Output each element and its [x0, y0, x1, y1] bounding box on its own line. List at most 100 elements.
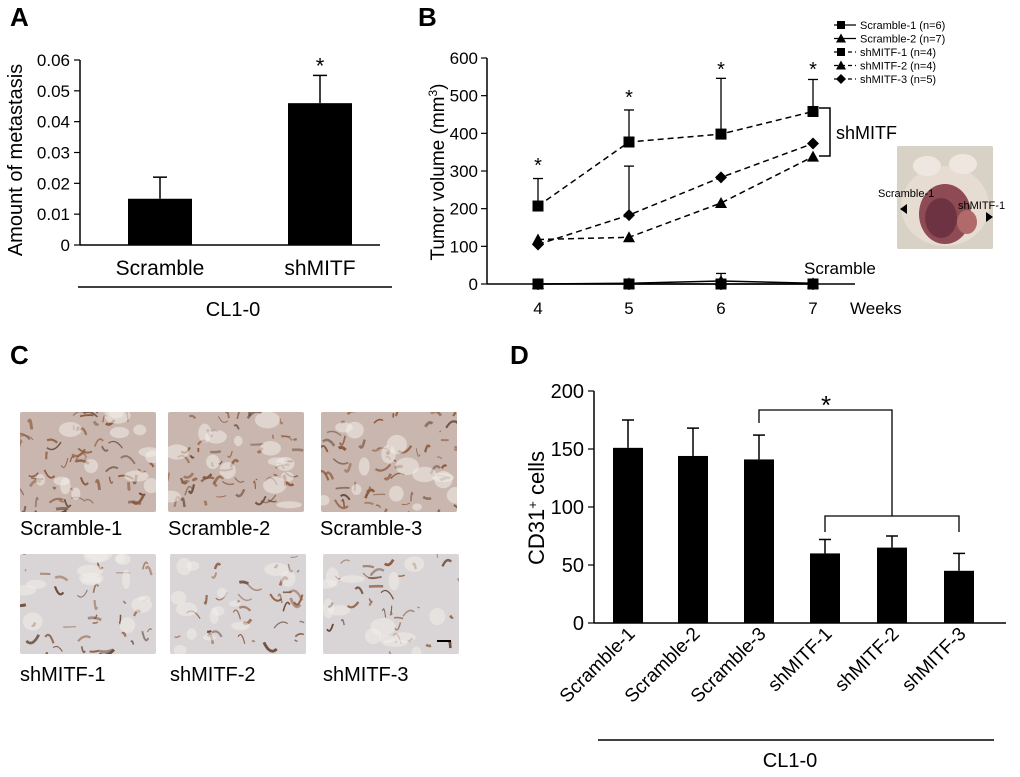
legend-entry: Scramble-1 (n=6) [860, 20, 945, 32]
data-point [532, 238, 544, 251]
y-tick-label: 200 [551, 381, 584, 403]
y-tick-label: 0.01 [37, 205, 70, 224]
panel-letter-a: A [10, 2, 29, 32]
group-label: CL1-0 [206, 299, 260, 321]
panel-letter-d: D [510, 340, 529, 370]
legend-entry: shMITF-3 (n=5) [860, 74, 936, 86]
data-point [715, 171, 727, 184]
significance-star: * [821, 390, 831, 420]
x-tick-label: Scramble [116, 257, 205, 280]
data-point [623, 209, 635, 222]
y-tick-label: 50 [562, 555, 584, 577]
bar [744, 459, 774, 623]
x-axis-label: Weeks [850, 299, 902, 318]
y-tick-label: 0.04 [37, 113, 70, 132]
y-axis-label: Amount of metastasis [5, 64, 27, 256]
y-tick-label: 0 [573, 613, 584, 635]
series-line [537, 110, 814, 207]
legend-entry: Scramble-2 (n=7) [860, 34, 945, 46]
y-tick-label: 400 [450, 124, 478, 143]
photo-label-shmitf-1: shMITF-1 [958, 200, 1006, 212]
micrograph-caption: Scramble-2 [168, 518, 271, 540]
data-point [623, 231, 635, 243]
data-point [807, 150, 819, 162]
data-point [807, 137, 819, 150]
data-point [532, 200, 544, 212]
micrograph-image [168, 412, 304, 512]
y-tick-label: 0.03 [37, 144, 70, 163]
significance-star: * [534, 155, 542, 177]
significance-star: * [809, 59, 817, 81]
bar [678, 455, 708, 623]
legend-marker [837, 48, 845, 56]
data-point [715, 274, 727, 286]
bar [877, 547, 907, 623]
x-tick-label: shMITF-1 [764, 624, 836, 696]
shmitf-bracket [819, 107, 831, 157]
y-tick-label: 100 [450, 237, 478, 256]
x-tick-label: shMITF [284, 257, 355, 280]
x-tick-label: shMITF-3 [898, 624, 970, 696]
tumor-volume-line-chart: Tumor volume (mm3) 0 100 200 300 400 500 600 4 5 6… [426, 20, 945, 318]
shmitf-bracket-label: shMITF [836, 123, 897, 143]
significance-bracket-group [824, 515, 960, 532]
y-tick-label: 150 [551, 439, 584, 461]
legend-marker [836, 74, 846, 84]
arrowhead-left-icon [900, 204, 907, 214]
y-tick-label: 0.05 [37, 82, 70, 101]
micrograph-image [321, 412, 457, 512]
y-tick-label: 500 [450, 87, 478, 106]
significance-star: * [316, 53, 325, 78]
micrograph-caption: shMITF-3 [323, 664, 409, 686]
mouse-tumor-photo [897, 146, 993, 249]
micrograph-caption: shMITF-1 [20, 664, 106, 686]
bar [810, 553, 840, 623]
group-label: CL1-0 [763, 750, 817, 772]
series-line [537, 142, 814, 246]
data-point [623, 136, 635, 148]
panel-letter-b: B [418, 2, 437, 32]
scale-bar [437, 640, 451, 642]
y-tick-label: 200 [450, 200, 478, 219]
series-line [537, 156, 814, 241]
bar [288, 103, 352, 246]
x-tick-label: 7 [808, 299, 817, 318]
significance-star: * [625, 87, 633, 109]
data-point [807, 277, 819, 289]
legend-marker [836, 60, 846, 70]
data-point [532, 278, 544, 289]
y-tick-label: 100 [551, 497, 584, 519]
x-tick-label: shMITF-2 [831, 624, 903, 696]
bar [128, 198, 192, 245]
arrowhead-right-icon [986, 212, 993, 222]
x-tick-label: 4 [533, 299, 542, 318]
y-tick-label: 300 [450, 162, 478, 181]
micrograph-caption: Scramble-1 [20, 518, 123, 540]
data-point [715, 128, 727, 140]
legend-entry: shMITF-1 (n=4) [860, 47, 936, 59]
y-axis-label: Tumor volume (mm3) [426, 84, 449, 261]
micrograph-caption: shMITF-2 [170, 664, 256, 686]
data-point [623, 277, 635, 289]
significance-star: * [717, 59, 725, 81]
cd31-bar-chart: CL1-0 CD31+ cells050100150200Scramble-1S… [524, 381, 1006, 772]
metastasis-bar-chart: Amount of metastasis CL1-0 0 0.01 0.02 0.03… [5, 51, 392, 321]
y-tick-label: 600 [450, 49, 478, 68]
y-tick-label: 0 [61, 236, 70, 255]
panel-letter-c: C [10, 340, 29, 370]
x-tick-label: 6 [716, 299, 725, 318]
significance-bracket [758, 409, 893, 516]
micrograph-image [20, 412, 156, 512]
micrograph-image [323, 554, 459, 654]
y-tick-label: 0 [469, 275, 478, 294]
legend-entry: shMITF-2 (n=4) [860, 61, 936, 73]
micrograph-caption: Scramble-3 [320, 518, 423, 540]
bar [944, 570, 974, 623]
x-tick-label: 5 [624, 299, 633, 318]
micrograph-image [20, 554, 156, 654]
legend-marker [836, 33, 846, 43]
data-point [715, 197, 727, 209]
series-line [537, 280, 814, 285]
y-tick-label: 0.06 [37, 51, 70, 70]
data-point [807, 105, 819, 117]
